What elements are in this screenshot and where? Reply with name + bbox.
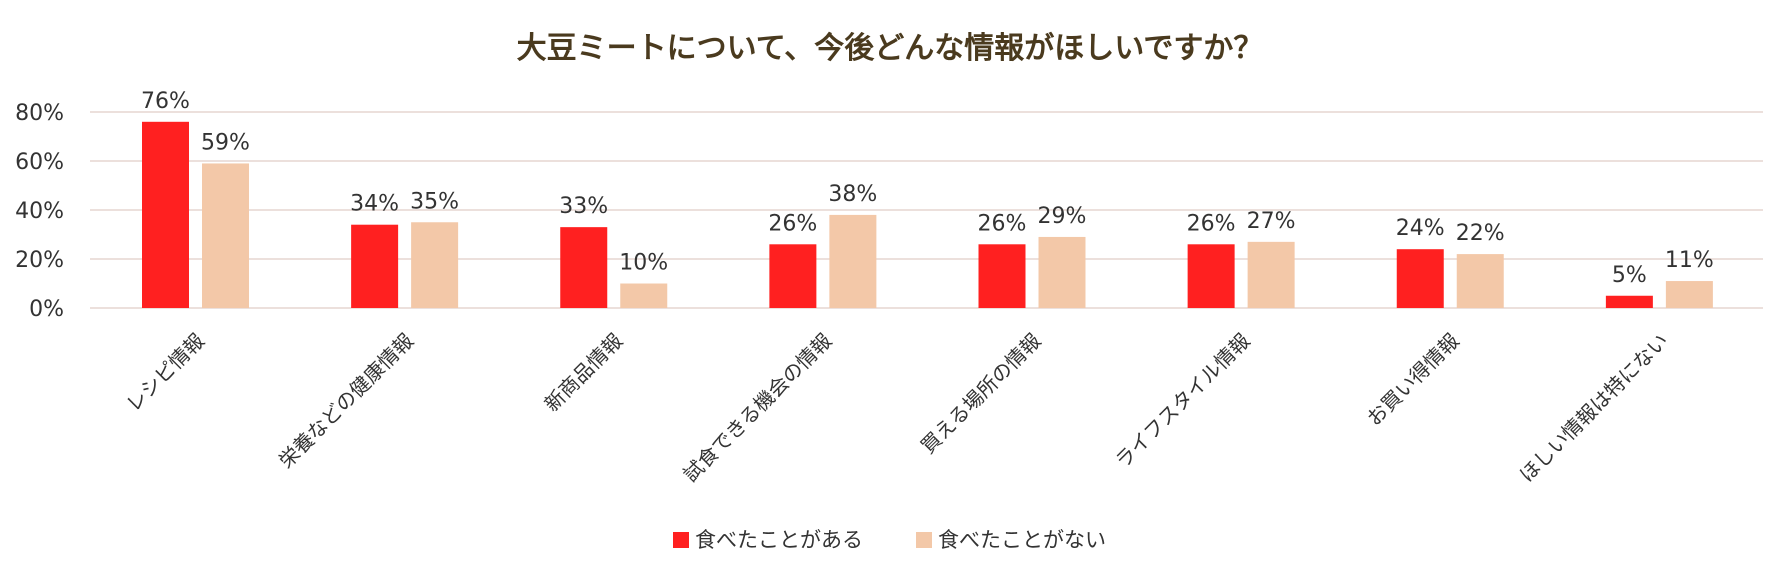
x-category-label: 栄養などの健康情報 [274,329,418,473]
y-tick-label: 0% [29,297,64,322]
bar-eaten [351,224,399,308]
bar-not-eaten [1665,281,1713,308]
x-category-label: レシピ情報 [121,329,209,417]
bar-eaten [978,244,1026,308]
data-label: 59% [201,130,250,155]
x-category-label: ライフスタイル情報 [1110,329,1254,473]
legend: 食べたことがある 食べたことがない [673,528,1106,552]
y-tick-label: 20% [15,248,64,273]
legend-swatch [916,532,932,548]
bar-eaten [1396,249,1444,308]
data-label: 38% [828,182,877,207]
bar-not-eaten [411,222,459,308]
x-category-label: 試食できる機会の情報 [678,329,836,487]
data-labels: 76% 59% 34% 35% 33% 10% 26% 38% 26% 29% 26% 27% 24% 2… [141,89,1714,288]
bar-eaten [1605,295,1653,308]
bar-not-eaten [620,283,668,308]
data-label: 10% [619,251,668,276]
data-label: 33% [559,194,608,219]
x-category-label: 新商品情報 [540,329,628,417]
bar-eaten [560,227,608,308]
data-label: 5% [1612,263,1647,288]
bar-eaten [1187,244,1235,308]
gridlines [90,111,1763,309]
bar-eaten [142,121,189,308]
data-label: 26% [768,211,817,236]
bar-not-eaten [1247,241,1295,308]
x-category-label: ほしい情報は特にない [1515,329,1673,487]
bar-not-eaten [829,214,877,308]
data-label: 26% [978,211,1027,236]
data-label: 34% [350,192,399,217]
bar-not-eaten [1456,254,1504,308]
legend-label: 食べたことがある [695,528,863,552]
bars [142,121,1713,308]
bar-eaten [769,244,817,308]
x-category-label: 買える場所の情報 [916,329,1046,459]
bar-not-eaten [202,163,249,308]
data-label: 27% [1247,209,1296,234]
data-label: 26% [1187,211,1236,236]
data-label: 76% [141,89,190,114]
data-label: 22% [1456,221,1505,246]
data-label: 11% [1665,248,1714,273]
bar-not-eaten [1038,236,1086,308]
data-label: 24% [1396,216,1445,241]
legend-label: 食べたことがない [938,528,1106,552]
data-label: 35% [410,189,459,214]
x-axis-labels: レシピ情報 栄養などの健康情報 新商品情報 試食できる機会の情報 買える場所の情報 ライフ… [121,329,1673,487]
y-tick-label: 60% [15,150,64,175]
y-tick-label: 80% [15,101,64,126]
y-axis-ticks: 0% 20% 40% 60% 80% [15,101,64,322]
chart-title: 大豆ミートについて、今後どんな情報がほしいですか？ [517,31,1264,66]
legend-swatch [673,532,689,548]
y-tick-label: 40% [15,199,64,224]
data-label: 29% [1038,204,1087,229]
x-category-label: お買い得情報 [1362,329,1464,431]
